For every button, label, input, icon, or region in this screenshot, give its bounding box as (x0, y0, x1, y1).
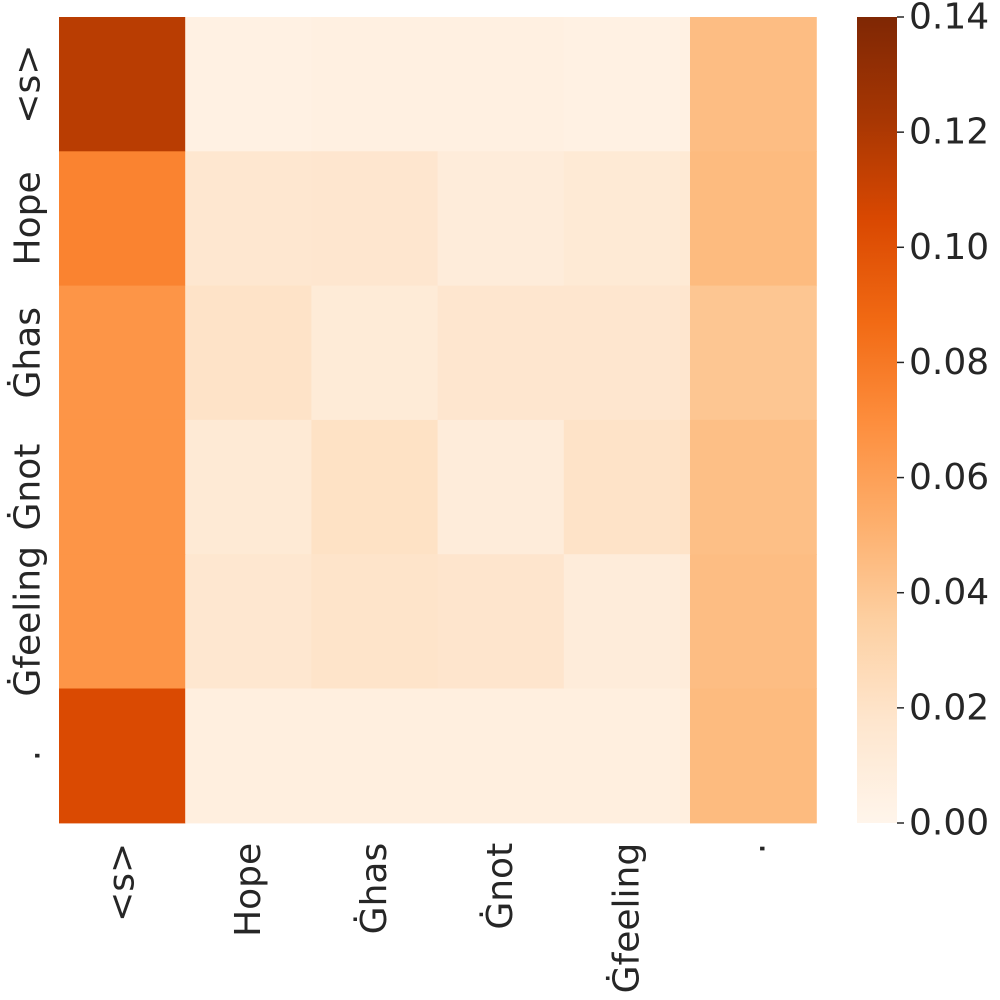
heatmap-cell-r1-c5 (690, 151, 817, 287)
y-tick-label: Ġhas (7, 307, 49, 399)
heatmap-cell-r3-c4 (563, 419, 691, 555)
heatmap-cell-r5-c2 (311, 688, 439, 824)
heatmap-cell-r3-c5 (690, 419, 817, 555)
x-tick-label: . (733, 843, 774, 854)
heatmap-cell-r0-c4 (563, 17, 691, 152)
heatmap-cell-r5-c1 (185, 688, 312, 824)
heatmap-cell-r5-c3 (437, 688, 565, 824)
heatmap-cell-r3-c1 (185, 419, 312, 555)
heatmap-cell-r0-c5 (690, 17, 817, 152)
y-tick-label: Hope (8, 171, 49, 265)
heatmap-cell-r1-c4 (563, 151, 691, 287)
y-tick-label: <s> (8, 45, 49, 124)
colorbar-tick-label: 0.14 (909, 0, 989, 38)
heatmap-cell-r1-c2 (311, 151, 439, 287)
x-tick-label: Ġfeeling (605, 843, 647, 994)
heatmap-cell-r4-c2 (311, 554, 439, 690)
heatmap-cell-r5-c5 (690, 688, 817, 824)
colorbar-tick-label: 0.02 (909, 687, 989, 728)
heatmap-cell-r0-c2 (311, 17, 439, 152)
heatmap-cells (59, 17, 817, 824)
heatmap-cell-r2-c1 (185, 285, 312, 421)
x-tick-label: Ġhas (353, 843, 395, 935)
y-axis-labels: <s> Hope Ġhas Ġnot Ġfeeling. (7, 45, 49, 762)
heatmap-cell-r4-c0 (59, 554, 186, 690)
colorbar-tick-label: 0.10 (909, 227, 989, 268)
heatmap-cell-r2-c3 (437, 285, 565, 421)
heatmap-cell-r1-c1 (185, 151, 312, 287)
x-tick-label: Ġnot (479, 843, 521, 930)
heatmap-cell-r1-c3 (437, 151, 565, 287)
heatmap-cell-r2-c5 (690, 285, 817, 421)
heatmap-cell-r0-c0 (59, 17, 186, 152)
colorbar-tick-label: 0.04 (909, 572, 989, 613)
colorbar (857, 17, 897, 823)
heatmap-cell-r2-c4 (563, 285, 691, 421)
heatmap-cell-r3-c3 (437, 419, 565, 555)
heatmap-cell-r3-c0 (59, 419, 186, 555)
heatmap-cell-r4-c1 (185, 554, 312, 690)
heatmap-cell-r1-c0 (59, 151, 186, 287)
y-tick-label: Ġnot (7, 444, 49, 531)
heatmap-cell-r5-c0 (59, 688, 186, 824)
x-tick-label: <s> (102, 843, 143, 922)
heatmap-cell-r0-c3 (437, 17, 565, 152)
heatmap-cell-r4-c4 (563, 554, 691, 690)
heatmap-cell-r5-c4 (563, 688, 691, 824)
x-tick-label: Hope (228, 843, 269, 937)
heatmap-cell-r2-c2 (311, 285, 439, 421)
heatmap-cell-r3-c2 (311, 419, 439, 555)
colorbar-ticks: 0.00 0.02 0.04 0.06 0.08 0.10 0.12 0.14 (897, 0, 989, 844)
heatmap-cell-r2-c0 (59, 285, 186, 421)
colorbar-tick-label: 0.08 (909, 342, 989, 383)
heatmap-cell-r0-c1 (185, 17, 312, 152)
heatmap-cell-r4-c5 (690, 554, 817, 690)
x-axis-labels: <s> Hope Ġhas Ġnot Ġfeeling. (102, 843, 774, 994)
colorbar-tick-label: 0.00 (909, 803, 989, 844)
colorbar-tick-label: 0.06 (909, 457, 989, 498)
y-tick-label: . (8, 750, 49, 761)
y-tick-label: Ġfeeling (7, 546, 49, 697)
colorbar-tick-label: 0.12 (909, 112, 989, 153)
heatmap-cell-r4-c3 (437, 554, 565, 690)
